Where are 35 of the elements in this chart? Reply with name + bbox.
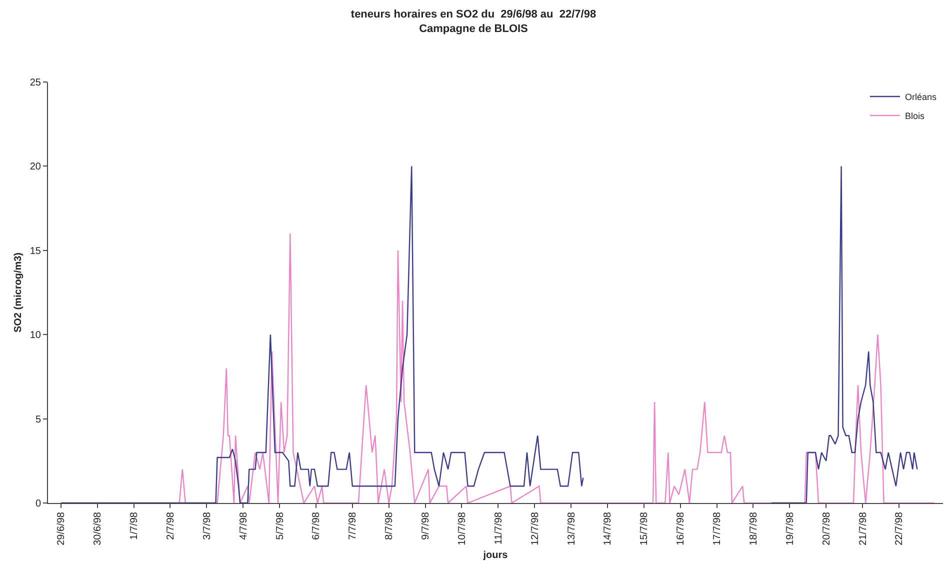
x-tick-label: 22/7/98 [894,512,906,546]
y-axis-title: SO2 (microg/m3) [12,252,24,333]
y-tick-label: 0 [35,498,42,510]
x-axis-title: jours [482,550,508,561]
x-tick-label: 14/7/98 [602,512,614,546]
x-tick-label: 29/6/98 [56,512,68,546]
x-tick-label: 30/6/98 [92,512,104,546]
x-tick-label: 11/7/98 [493,512,504,545]
y-tick-label: 10 [30,330,42,342]
y-tick-label: 20 [30,162,42,173]
x-tick-label: 16/7/98 [676,512,687,546]
legend-label: Orléans [905,92,938,102]
x-tick-label: 20/7/98 [821,512,832,546]
y-tick-label: 15 [30,246,42,257]
x-tick-label: 5/7/98 [274,512,286,540]
y-tick-label: 5 [35,414,42,426]
x-tick-label: 17/7/98 [712,512,724,546]
x-tick-label: 2/7/98 [165,512,176,540]
x-tick-label: 7/7/98 [348,512,359,540]
x-tick-label: 21/7/98 [858,512,869,546]
x-tick-label: 10/7/98 [456,512,468,546]
chart-title: teneurs horaires en SO2 du 29/6/98 au 22/7/98 Campagne de BLOIS [350,8,596,35]
x-tick-label: 13/7/98 [566,512,578,546]
legend-label: Blois [905,111,926,122]
y-tick-label: 25 [30,78,42,88]
x-tick-label: 15/7/98 [639,512,650,546]
x-tick-label: 12/7/98 [530,512,541,546]
x-tick-label: 18/7/98 [748,512,760,546]
x-tick-label: 4/7/98 [238,512,250,540]
x-tick-label: 9/7/98 [420,512,432,540]
x-tick-label: 3/7/98 [202,512,213,540]
x-tick-label: 19/7/98 [784,512,796,546]
x-tick-label: 8/7/98 [384,512,396,540]
x-tick-label: 6/7/98 [311,512,322,540]
x-tick-label: 1/7/98 [129,512,140,540]
